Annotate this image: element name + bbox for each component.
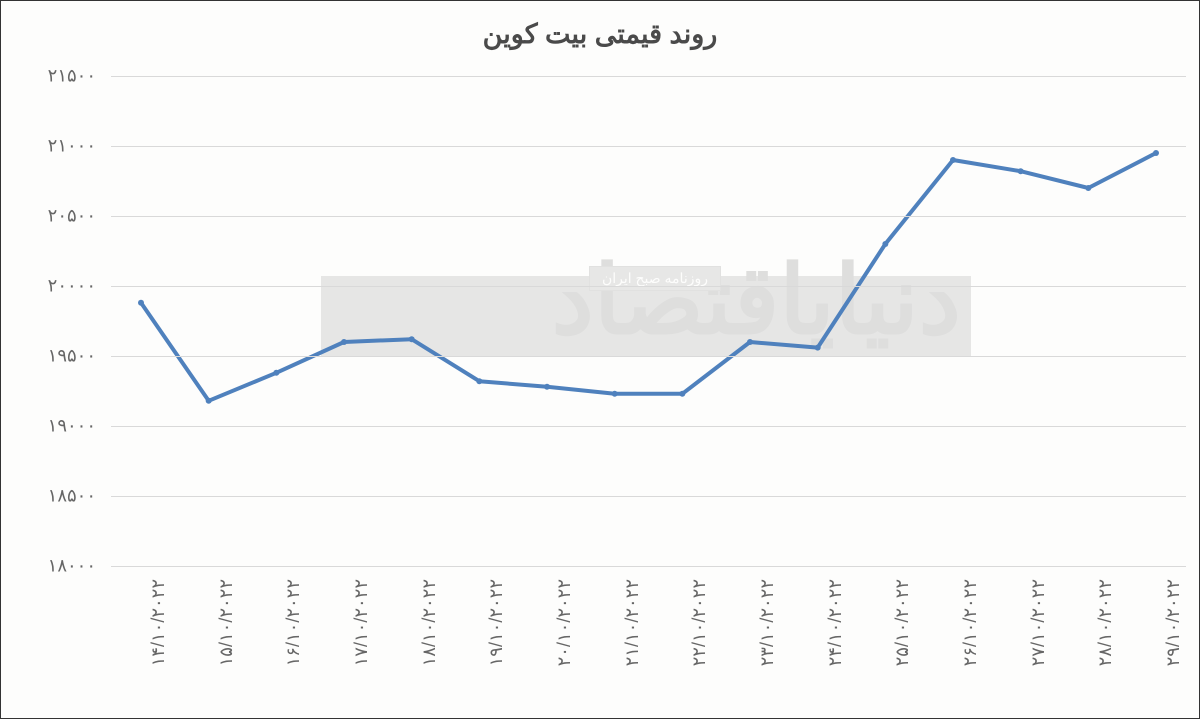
x-tick-label: ۱۵/۱۰/۲۰۲۲ bbox=[216, 579, 237, 666]
data-point bbox=[273, 370, 279, 376]
chart-title: روند قیمتی بیت کوین bbox=[1, 1, 1199, 50]
x-tick-label: ۲۵/۱۰/۲۰۲۲ bbox=[892, 579, 913, 666]
x-tick-label: ۲۹/۱۰/۲۰۲۲ bbox=[1163, 579, 1184, 666]
x-tick-label: ۲۱/۱۰/۲۰۲۲ bbox=[622, 579, 643, 666]
line-chart-svg bbox=[111, 76, 1186, 566]
x-tick-label: ۱۷/۱۰/۲۰۲۲ bbox=[351, 579, 372, 666]
data-point bbox=[679, 391, 685, 397]
x-tick-label: ۲۴/۱۰/۲۰۲۲ bbox=[825, 579, 846, 666]
data-point bbox=[815, 345, 821, 351]
gridline bbox=[111, 426, 1186, 427]
y-tick-label: ۱۹۵۰۰ bbox=[48, 346, 96, 367]
y-tick-label: ۲۱۰۰۰ bbox=[48, 136, 96, 157]
plot-area bbox=[111, 76, 1186, 566]
x-axis: ۱۴/۱۰/۲۰۲۲ ۱۵/۱۰/۲۰۲۲ ۱۶/۱۰/۲۰۲۲ ۱۷/۱۰/۲۰۲۲… bbox=[111, 571, 1186, 711]
y-tick-label: ۱۸۰۰۰ bbox=[48, 556, 96, 577]
gridline bbox=[111, 146, 1186, 147]
y-tick-label: ۲۰۰۰۰ bbox=[48, 276, 96, 297]
y-tick-label: ۱۸۵۰۰ bbox=[48, 486, 96, 507]
y-tick-label: ۲۱۵۰۰ bbox=[48, 66, 96, 87]
data-point bbox=[950, 157, 956, 163]
gridline bbox=[111, 356, 1186, 357]
y-tick-label: ۲۰۵۰۰ bbox=[48, 206, 96, 227]
data-point bbox=[1085, 185, 1091, 191]
x-tick-label: ۲۲/۱۰/۲۰۲۲ bbox=[689, 579, 710, 666]
x-tick-label: ۱۸/۱۰/۲۰۲۲ bbox=[419, 579, 440, 666]
data-point bbox=[341, 339, 347, 345]
x-tick-label: ۲۸/۱۰/۲۰۲۲ bbox=[1095, 579, 1116, 666]
data-point bbox=[138, 300, 144, 306]
data-point bbox=[206, 398, 212, 404]
x-tick-label: ۱۶/۱۰/۲۰۲۲ bbox=[283, 579, 304, 666]
data-point bbox=[612, 391, 618, 397]
x-tick-label: ۲۷/۱۰/۲۰۲۲ bbox=[1028, 579, 1049, 666]
x-tick-label: ۲۳/۱۰/۲۰۲۲ bbox=[757, 579, 778, 666]
y-tick-label: ۱۹۰۰۰ bbox=[48, 416, 96, 437]
gridline bbox=[111, 286, 1186, 287]
data-point bbox=[1018, 168, 1024, 174]
y-axis: ۱۸۰۰۰۱۸۵۰۰۱۹۰۰۰۱۹۵۰۰۲۰۰۰۰۲۰۵۰۰۲۱۰۰۰۲۱۵۰۰ bbox=[1, 76, 106, 566]
data-point bbox=[882, 241, 888, 247]
gridline bbox=[111, 76, 1186, 77]
data-point bbox=[747, 339, 753, 345]
data-point bbox=[409, 336, 415, 342]
data-point bbox=[1153, 150, 1159, 156]
data-point bbox=[476, 378, 482, 384]
x-tick-label: ۱۴/۱۰/۲۰۲۲ bbox=[148, 579, 169, 666]
price-line bbox=[141, 153, 1156, 401]
gridline bbox=[111, 216, 1186, 217]
gridline bbox=[111, 496, 1186, 497]
data-point bbox=[544, 384, 550, 390]
gridline bbox=[111, 566, 1186, 567]
chart-container: روند قیمتی بیت کوین دنیای​اقتصاد روزنامه… bbox=[1, 1, 1199, 718]
x-tick-label: ۲۶/۱۰/۲۰۲۲ bbox=[960, 579, 981, 666]
x-tick-label: ۱۹/۱۰/۲۰۲۲ bbox=[486, 579, 507, 666]
x-tick-label: ۲۰/۱۰/۲۰۲۲ bbox=[554, 579, 575, 666]
